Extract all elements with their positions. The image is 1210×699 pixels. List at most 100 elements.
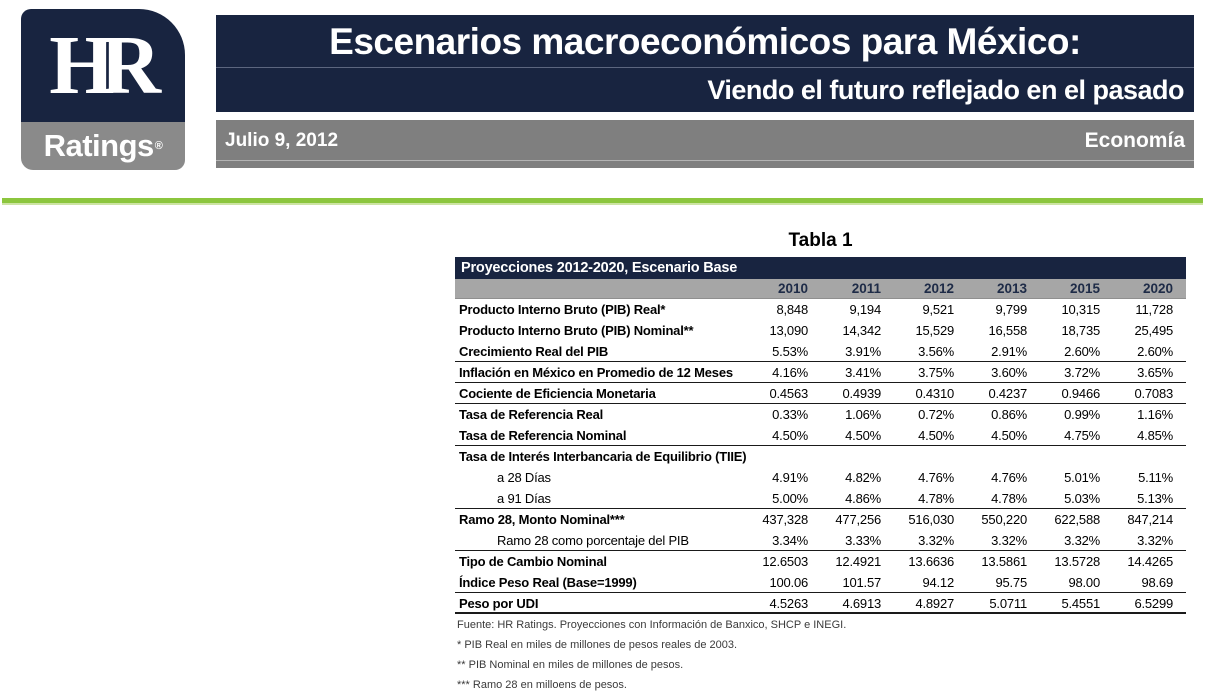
- cell-value: 98.69: [1141, 575, 1173, 590]
- table-row: Tasa de Referencia Real 0.33% 1.06% 0.72% 0.…: [455, 404, 1186, 425]
- cell-value: 3.32%: [918, 533, 954, 548]
- cell-value: [748, 446, 821, 467]
- cell-value: 5.01%: [1064, 470, 1100, 485]
- cell-value: 13.5728: [1054, 554, 1100, 569]
- cell-value: 3.56%: [918, 344, 954, 359]
- cell-value: 5.0711: [989, 596, 1027, 611]
- logo-wordmark-text: Ratings: [43, 128, 155, 163]
- table-row: Cociente de Eficiencia Monetaria 0.4563 0.…: [455, 383, 1186, 404]
- divider-rule: [2, 198, 1203, 205]
- cell-value: 13.6636: [908, 554, 954, 569]
- cell-value: 4.50%: [918, 428, 954, 443]
- cell-value: 3.34%: [772, 533, 808, 548]
- report-subtitle: Viendo el futuro reflejado en el pasado: [707, 75, 1184, 105]
- cell-value: 4.91%: [772, 470, 808, 485]
- report-title-bar: Escenarios macroeconómicos para México: …: [216, 15, 1194, 112]
- cell-value: 100.06: [769, 575, 808, 590]
- table-row: Ramo 28, Monto Nominal*** 437,328 477,256 5…: [455, 509, 1186, 530]
- cell-value: 4.50%: [845, 428, 881, 443]
- cell-value: 9,799: [995, 302, 1027, 317]
- cell-value: 13,090: [769, 323, 808, 338]
- logo-monogram: HR: [49, 18, 161, 112]
- row-label: Ramo 28 como porcentaje del PIB: [497, 533, 689, 548]
- cell-value: 18,735: [1061, 323, 1100, 338]
- cell-value: 3.65%: [1137, 365, 1173, 380]
- cell-value: 5.00%: [772, 491, 808, 506]
- year-column-header: 2013: [996, 281, 1027, 296]
- cell-value: 3.32%: [991, 533, 1027, 548]
- cell-value: 4.50%: [991, 428, 1027, 443]
- table-row: Crecimiento Real del PIB 5.53% 3.91% 3.56% 2…: [455, 341, 1186, 362]
- year-column-header: 2020: [1142, 281, 1173, 296]
- row-label: Crecimiento Real del PIB: [459, 344, 609, 359]
- cell-value: 0.33%: [772, 407, 808, 422]
- cell-value: 4.85%: [1137, 428, 1173, 443]
- footnote: Fuente: HR Ratings. Proyecciones con Inf…: [457, 619, 847, 631]
- cell-value: 4.6913: [842, 596, 881, 611]
- table-year-header-row: 2010 2011 2012 2013 2015 2020: [455, 279, 1186, 299]
- cell-value: 3.32%: [1064, 533, 1100, 548]
- cell-value: 13.5861: [981, 554, 1027, 569]
- cell-value: 622,588: [1054, 512, 1100, 527]
- cell-value: 14,342: [842, 323, 881, 338]
- cell-value: 4.76%: [918, 470, 954, 485]
- cell-value: 477,256: [835, 512, 881, 527]
- cell-value: 0.4237: [988, 386, 1027, 401]
- row-label: a 91 Días: [497, 491, 551, 506]
- registered-trademark-symbol: ®: [154, 140, 163, 152]
- year-column-header: 2010: [777, 281, 808, 296]
- projections-table: Proyecciones 2012-2020, Escenario Base 2…: [455, 257, 1186, 614]
- table-row: Tasa de Interés Interbancaria de Equilib…: [455, 446, 1186, 467]
- table-row: Inflación en México en Promedio de 12 Me…: [455, 362, 1186, 383]
- section-label: Economía: [1084, 129, 1185, 152]
- row-label: Peso por UDI: [459, 596, 539, 611]
- cell-value: [894, 446, 967, 467]
- year-column-header: 2012: [923, 281, 954, 296]
- cell-value: 10,315: [1061, 302, 1100, 317]
- cell-value: 5.11%: [1138, 470, 1173, 485]
- cell-value: 95.75: [995, 575, 1027, 590]
- cell-value: 2.60%: [1137, 344, 1173, 359]
- table-row: Producto Interno Bruto (PIB) Real* 8,848 9…: [455, 299, 1186, 320]
- cell-value: 12.6503: [762, 554, 808, 569]
- cell-value: 5.13%: [1137, 491, 1173, 506]
- footnote: ** PIB Nominal en miles de millones de p…: [457, 659, 684, 671]
- cell-value: [1113, 446, 1186, 467]
- cell-value: [1040, 446, 1113, 467]
- footnotes: Fuente: HR Ratings. Proyecciones con Inf…: [457, 619, 846, 699]
- cell-value: 4.75%: [1064, 428, 1100, 443]
- cell-value: 0.4310: [915, 386, 954, 401]
- cell-value: 0.72%: [918, 407, 954, 422]
- cell-value: [967, 446, 1040, 467]
- cell-value: 847,214: [1127, 512, 1173, 527]
- cell-value: 3.32%: [1137, 533, 1173, 548]
- footnote: *** Ramo 28 en milloens de pesos.: [457, 679, 627, 691]
- cell-value: 4.86%: [845, 491, 881, 506]
- cell-value: 6.5299: [1134, 596, 1173, 611]
- table-row: Tipo de Cambio Nominal 12.6503 12.4921 13.6…: [455, 551, 1186, 572]
- cell-value: 0.99%: [1064, 407, 1100, 422]
- hr-ratings-logo: HR Ratings ®: [21, 9, 185, 170]
- cell-value: 0.7083: [1134, 386, 1173, 401]
- cell-value: 4.5263: [769, 596, 808, 611]
- row-label: Tipo de Cambio Nominal: [459, 554, 607, 569]
- row-label: Producto Interno Bruto (PIB) Real*: [459, 302, 666, 317]
- row-label: Ramo 28, Monto Nominal***: [459, 512, 625, 527]
- cell-value: 4.50%: [772, 428, 808, 443]
- cell-value: 516,030: [908, 512, 954, 527]
- cell-value: 1.16%: [1137, 407, 1173, 422]
- table-row: Producto Interno Bruto (PIB) Nominal** 13…: [455, 320, 1186, 341]
- cell-value: 3.91%: [845, 344, 881, 359]
- hr-ratings-logo-mark: HR: [21, 9, 185, 122]
- footnote: * PIB Real en miles de millones de pesos…: [457, 639, 738, 651]
- cell-value: 4.78%: [918, 491, 954, 506]
- cell-value: 4.16%: [772, 365, 808, 380]
- cell-value: 550,220: [981, 512, 1027, 527]
- cell-value: 437,328: [762, 512, 808, 527]
- cell-value: 16,558: [988, 323, 1027, 338]
- report-date: Julio 9, 2012: [225, 130, 339, 151]
- cell-value: 98.00: [1068, 575, 1100, 590]
- cell-value: 8,848: [776, 302, 808, 317]
- cell-value: 4.82%: [845, 470, 881, 485]
- cell-value: 0.9466: [1061, 386, 1100, 401]
